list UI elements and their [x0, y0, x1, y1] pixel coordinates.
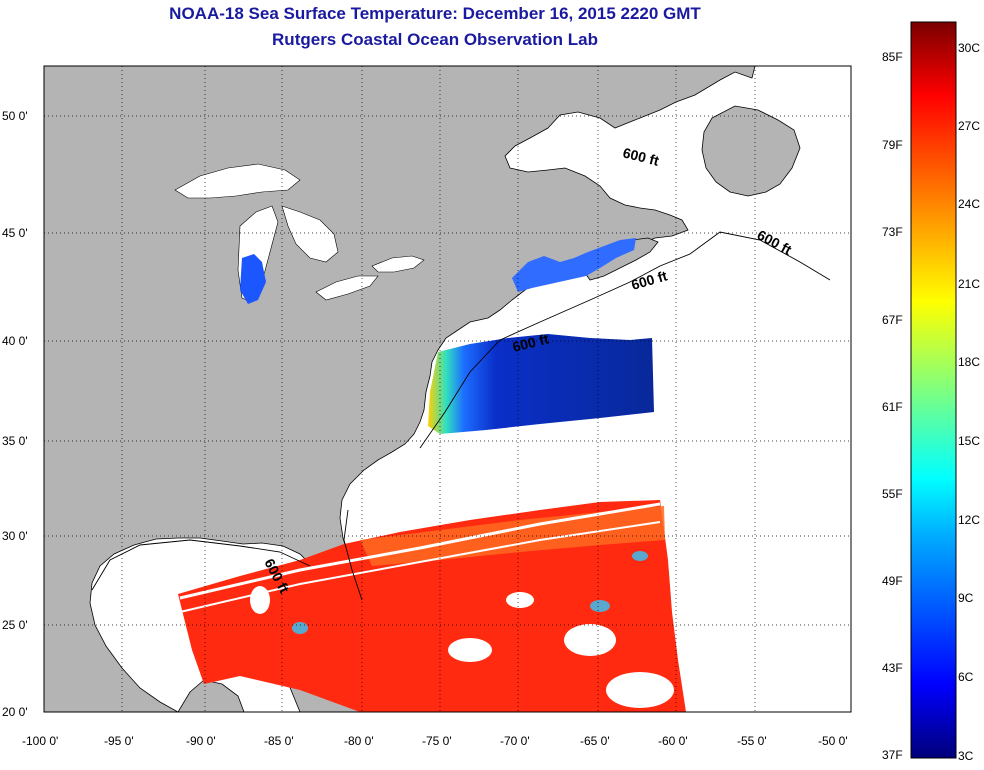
land-north-america: [44, 66, 756, 712]
colorbar-c-label: 24C: [958, 197, 980, 211]
lon-tick-label: -100 0': [22, 734, 58, 748]
lon-tick-label: -50 0': [818, 734, 848, 748]
sst-southern-swath: [178, 500, 686, 712]
colorbar-c-label: 15C: [958, 434, 980, 448]
lon-tick-label: -65 0': [580, 734, 610, 748]
cool-patches: [292, 551, 648, 634]
colorbar: [910, 21, 957, 759]
colorbar-f-label: 61F: [882, 400, 903, 414]
lon-tick-label: -80 0': [344, 734, 374, 748]
land-newfoundland: [701, 105, 801, 197]
colorbar-c-label: 9C: [958, 591, 974, 605]
scan-line-2: [179, 521, 661, 613]
map-title: NOAA-18 Sea Surface Temperature: Decembe…: [169, 4, 701, 23]
colorbar-f-label: 73F: [882, 225, 903, 239]
sst-mid-atlantic-swath: [428, 334, 654, 434]
lon-tick-label: -60 0': [658, 734, 688, 748]
longitude-axis: -100 0' -95 0' -90 0' -85 0' -80 0' -75 …: [22, 734, 848, 748]
lat-tick-label: 20 0': [2, 705, 28, 719]
colorbar-fahrenheit-labels: 85F 79F 73F 67F 61F 55F 49F 43F 37F: [882, 50, 903, 762]
colorbar-f-label: 85F: [882, 50, 903, 64]
lon-tick-label: -55 0': [737, 734, 767, 748]
sst-gulf-of-maine: [512, 238, 636, 292]
lat-tick-label: 40 0': [2, 334, 28, 348]
colorbar-c-label: 27C: [958, 119, 980, 133]
colorbar-c-label: 21C: [958, 277, 980, 291]
lon-tick-label: -70 0': [500, 734, 530, 748]
map-subtitle: Rutgers Coastal Ocean Observation Lab: [272, 30, 598, 49]
lon-tick-label: -90 0': [186, 734, 216, 748]
lat-tick-label: 50 0': [2, 109, 28, 123]
colorbar-f-label: 67F: [882, 313, 903, 327]
lake-michigan-sst: [240, 254, 266, 304]
colorbar-celsius-labels: 30C 27C 24C 21C 18C 15C 12C 9C 6C 3C: [958, 41, 980, 763]
colorbar-f-label: 43F: [882, 661, 903, 675]
lon-tick-label: -85 0': [264, 734, 294, 748]
colorbar-c-label: 30C: [958, 41, 980, 55]
lon-tick-label: -75 0': [422, 734, 452, 748]
cloud-gaps: [250, 586, 674, 708]
colorbar-f-label: 49F: [882, 574, 903, 588]
colorbar-f-label: 55F: [882, 487, 903, 501]
colorbar-c-label: 12C: [958, 513, 980, 527]
colorbar-c-label: 3C: [958, 749, 974, 763]
colorbar-f-label: 37F: [882, 748, 903, 762]
land-yucatan: [177, 679, 245, 712]
scan-line-1: [179, 502, 661, 600]
lat-tick-label: 45 0': [2, 226, 28, 240]
colorbar-c-label: 18C: [958, 355, 980, 369]
graticule: [44, 66, 851, 712]
contour-600ft: [91, 231, 831, 601]
lon-tick-label: -95 0': [104, 734, 134, 748]
lat-tick-label: 25 0': [2, 618, 28, 632]
latitude-axis: 50 0' 45 0' 40 0' 35 0' 30 0' 25 0' 20 0…: [2, 109, 28, 719]
lat-tick-label: 30 0': [2, 529, 28, 543]
colorbar-c-label: 6C: [958, 670, 974, 684]
lat-tick-label: 35 0': [2, 434, 28, 448]
colorbar-f-label: 79F: [882, 138, 903, 152]
map-frame: [43, 65, 852, 713]
